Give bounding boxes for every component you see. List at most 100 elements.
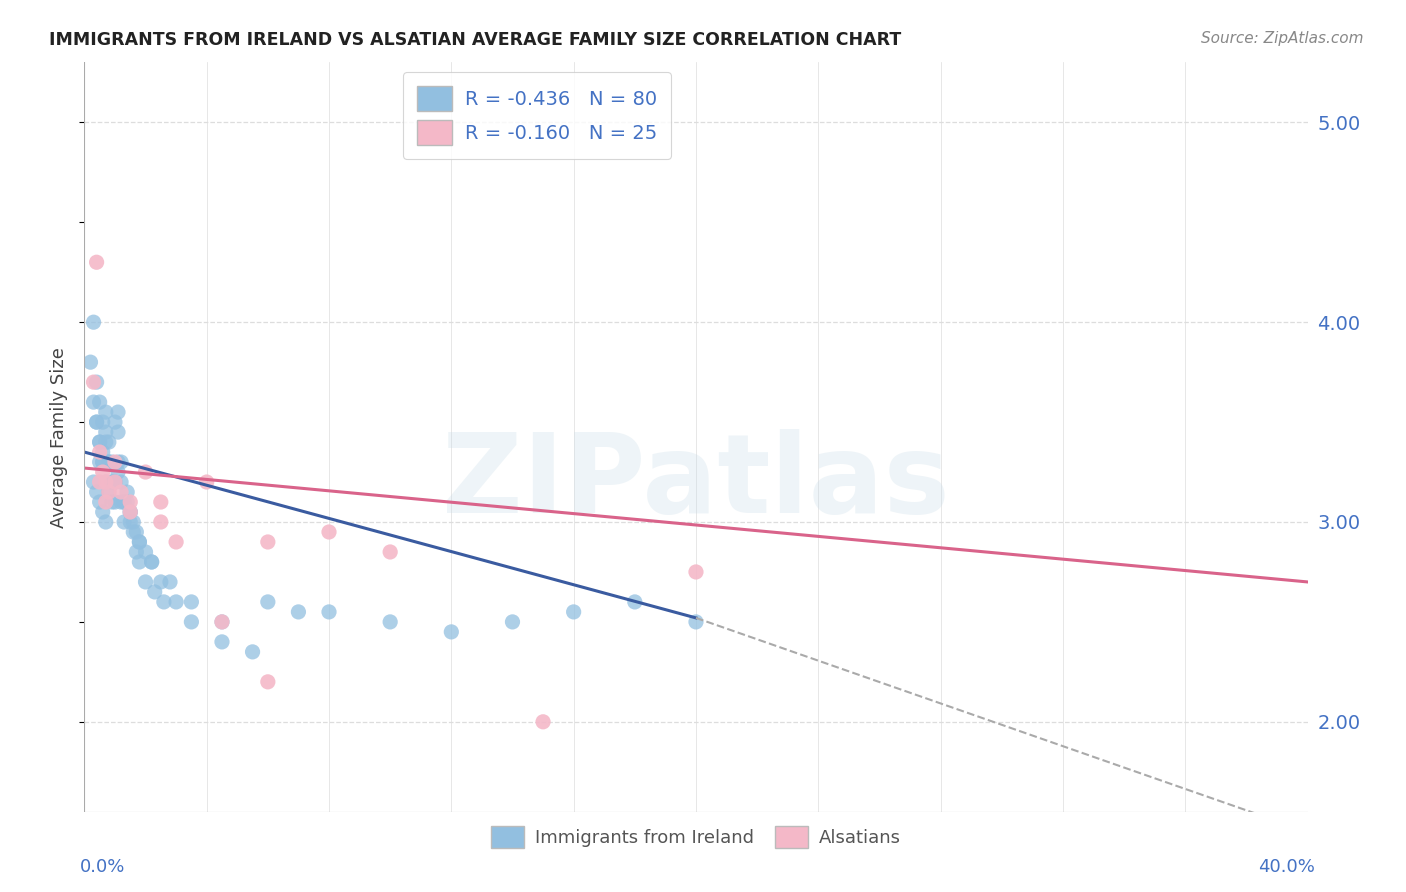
- Point: [135, 545, 157, 559]
- Point: [531, 714, 554, 729]
- Point: [257, 674, 280, 689]
- Point: [125, 545, 148, 559]
- Point: [107, 455, 129, 469]
- Point: [97, 455, 120, 469]
- Point: [135, 574, 157, 589]
- Point: [110, 475, 132, 489]
- Text: ZIPatlas: ZIPatlas: [441, 428, 950, 535]
- Point: [104, 475, 127, 489]
- Point: [94, 425, 117, 439]
- Point: [120, 495, 142, 509]
- Point: [110, 455, 132, 469]
- Point: [502, 615, 524, 629]
- Point: [107, 425, 129, 439]
- Point: [110, 485, 132, 500]
- Point: [318, 605, 340, 619]
- Point: [685, 615, 707, 629]
- Point: [128, 535, 150, 549]
- Point: [120, 515, 142, 529]
- Text: 0.0%: 0.0%: [80, 858, 125, 876]
- Point: [104, 495, 127, 509]
- Point: [104, 415, 127, 429]
- Point: [89, 435, 111, 450]
- Point: [107, 465, 129, 479]
- Point: [91, 465, 114, 479]
- Point: [91, 445, 114, 459]
- Point: [440, 624, 463, 639]
- Point: [86, 255, 108, 269]
- Point: [122, 524, 145, 539]
- Point: [120, 505, 142, 519]
- Text: IMMIGRANTS FROM IRELAND VS ALSATIAN AVERAGE FAMILY SIZE CORRELATION CHART: IMMIGRANTS FROM IRELAND VS ALSATIAN AVER…: [49, 31, 901, 49]
- Point: [104, 475, 127, 489]
- Point: [242, 645, 264, 659]
- Point: [94, 475, 117, 489]
- Point: [257, 535, 280, 549]
- Point: [153, 595, 176, 609]
- Point: [125, 524, 148, 539]
- Point: [257, 595, 280, 609]
- Point: [91, 455, 114, 469]
- Point: [128, 535, 150, 549]
- Point: [104, 475, 127, 489]
- Point: [120, 505, 142, 519]
- Point: [101, 475, 124, 489]
- Point: [128, 555, 150, 569]
- Point: [165, 535, 187, 549]
- Point: [79, 355, 101, 369]
- Point: [89, 475, 111, 489]
- Point: [159, 574, 181, 589]
- Point: [112, 495, 135, 509]
- Point: [149, 574, 172, 589]
- Point: [110, 495, 132, 509]
- Point: [89, 445, 111, 459]
- Point: [86, 415, 108, 429]
- Point: [91, 455, 114, 469]
- Point: [97, 485, 120, 500]
- Point: [101, 495, 124, 509]
- Point: [107, 405, 129, 419]
- Point: [624, 595, 647, 609]
- Legend: Immigrants from Ireland, Alsatians: Immigrants from Ireland, Alsatians: [484, 819, 908, 855]
- Point: [143, 585, 166, 599]
- Point: [89, 495, 111, 509]
- Point: [318, 524, 340, 539]
- Point: [94, 495, 117, 509]
- Point: [91, 505, 114, 519]
- Point: [115, 495, 138, 509]
- Point: [180, 595, 202, 609]
- Point: [104, 455, 127, 469]
- Point: [135, 465, 157, 479]
- Point: [83, 315, 105, 329]
- Text: 40.0%: 40.0%: [1258, 858, 1315, 876]
- Text: Source: ZipAtlas.com: Source: ZipAtlas.com: [1201, 31, 1364, 46]
- Point: [83, 475, 105, 489]
- Point: [141, 555, 163, 569]
- Point: [141, 555, 163, 569]
- Y-axis label: Average Family Size: Average Family Size: [51, 347, 69, 527]
- Point: [122, 515, 145, 529]
- Point: [94, 435, 117, 450]
- Point: [112, 515, 135, 529]
- Point: [685, 565, 707, 579]
- Point: [97, 455, 120, 469]
- Point: [380, 545, 402, 559]
- Point: [83, 375, 105, 389]
- Point: [101, 455, 124, 469]
- Point: [86, 415, 108, 429]
- Point: [83, 395, 105, 409]
- Point: [165, 595, 187, 609]
- Point: [180, 615, 202, 629]
- Point: [120, 505, 142, 519]
- Point: [89, 395, 111, 409]
- Point: [101, 475, 124, 489]
- Point: [287, 605, 309, 619]
- Point: [91, 415, 114, 429]
- Point: [195, 475, 218, 489]
- Point: [86, 485, 108, 500]
- Point: [211, 635, 233, 649]
- Point: [94, 405, 117, 419]
- Point: [94, 515, 117, 529]
- Point: [97, 435, 120, 450]
- Point: [112, 495, 135, 509]
